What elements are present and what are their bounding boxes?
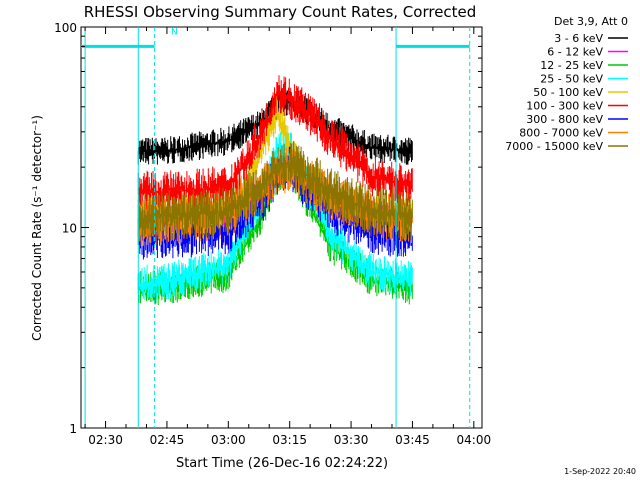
legend-label-3: 25 - 50 keV [540, 73, 603, 86]
x-tick-label-3: 03:15 [272, 433, 307, 447]
legend-label-5: 100 - 300 keV [526, 100, 603, 113]
y-tick-label-0: 1 [69, 422, 77, 436]
x-tick-label-5: 03:45 [395, 433, 430, 447]
y-tick-label-1: 10 [62, 222, 77, 236]
legend-label-8: 7000 - 15000 keV [505, 140, 603, 153]
legend-label-7: 800 - 7000 keV [519, 127, 603, 140]
x-axis-label: Start Time (26-Dec-16 02:24:22) [176, 456, 388, 471]
y-tick-label-2: 100 [54, 21, 77, 35]
legend-label-0: 3 - 6 keV [554, 32, 603, 45]
y-axis-label: Corrected Count Rate (s⁻¹ detector⁻¹) [30, 115, 44, 341]
x-tick-label-1: 02:45 [150, 433, 185, 447]
legend-label-6: 300 - 800 keV [526, 113, 603, 126]
x-tick-label-4: 03:30 [334, 433, 369, 447]
footer-timestamp: 1-Sep-2022 20:40 [564, 467, 636, 476]
series-layer [137, 75, 413, 305]
legend-header: Det 3,9, Att 0 [554, 15, 628, 28]
annotations-layer: N [171, 27, 178, 37]
x-tick-label-6: 04:00 [457, 433, 492, 447]
annotation-0: N [171, 27, 178, 37]
x-tick-label-2: 03:00 [211, 433, 246, 447]
axes-layer: 02:30 02:45 03:00 03:15 03:30 03:45 04:00 1 10 10… [54, 21, 491, 447]
x-tick-label-0: 02:30 [88, 433, 123, 447]
legend-label-2: 12 - 25 keV [540, 59, 603, 72]
chart-title: RHESSI Observing Summary Count Rates, Co… [84, 3, 477, 21]
legend-label-4: 50 - 100 keV [533, 86, 603, 99]
legend-label-1: 6 - 12 keV [547, 46, 603, 59]
